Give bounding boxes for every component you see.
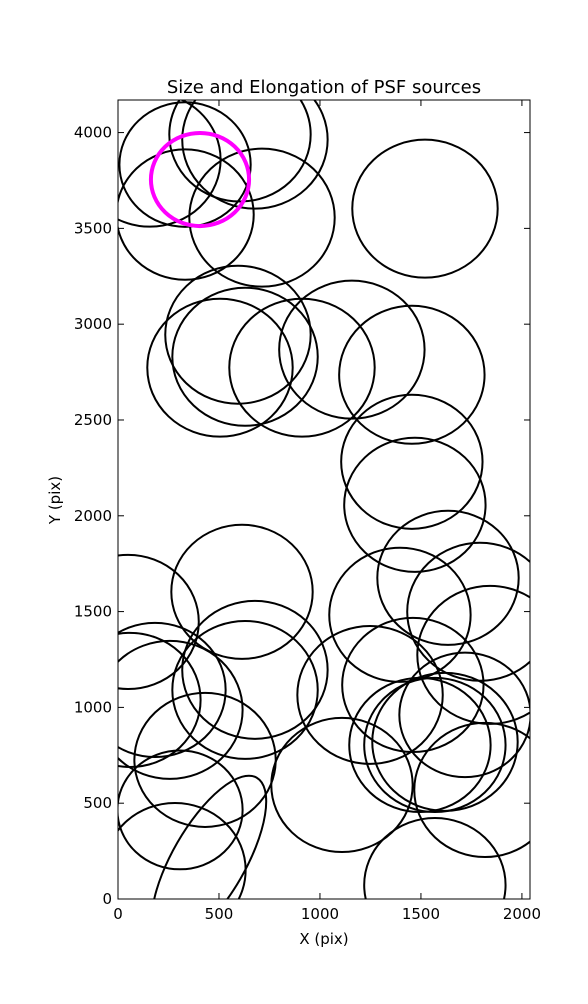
y-tick-label: 2500 (74, 411, 112, 429)
x-axis-label: X (pix) (299, 930, 348, 948)
x-tick-label: 0 (113, 905, 123, 923)
psf-ellipse (363, 676, 507, 814)
x-tick-label: 1000 (301, 905, 339, 923)
psf-ellipse (343, 436, 487, 573)
psf-ellipse (296, 624, 444, 765)
psf-ellipse (181, 599, 329, 740)
psf-ellipse (413, 721, 530, 859)
psf-ellipse (171, 619, 319, 760)
x-tick-label: 1500 (402, 905, 440, 923)
psf-ellipse (181, 100, 329, 210)
psf-ellipse (118, 749, 244, 871)
plot-area (118, 100, 530, 899)
x-tick-label: 500 (205, 905, 234, 923)
psf-ellipse (363, 816, 507, 899)
psf-ellipse (340, 393, 484, 530)
psf-ellipse (164, 264, 312, 405)
y-axis-label: Y (pix) (46, 476, 64, 525)
y-tick-label: 0 (102, 890, 112, 908)
psf-ellipse (188, 147, 336, 288)
chart-title: Size and Elongation of PSF sources (167, 77, 481, 98)
psf-ellipse (146, 297, 294, 438)
psf-ellipse (170, 523, 314, 660)
psf-ellipse (371, 671, 519, 812)
psf-ellipse (338, 304, 486, 445)
highlight-ellipse (148, 130, 252, 229)
y-tick-label: 1500 (74, 603, 112, 621)
psf-ellipse (398, 651, 530, 779)
psf-ellipse (171, 286, 319, 427)
psf-ellipse (118, 639, 244, 780)
psf-ellipse (351, 138, 499, 279)
psf-ellipse (328, 546, 472, 683)
y-tick-label: 3500 (74, 219, 112, 237)
y-tick-label: 3000 (74, 315, 112, 333)
plot-frame (117, 99, 531, 900)
psf-ellipse (168, 100, 312, 203)
psf-ellipse (118, 148, 255, 281)
y-tick-label: 4000 (74, 124, 112, 142)
y-tick-label: 500 (83, 794, 112, 812)
psf-ellipse (278, 279, 426, 420)
psf-ellipse (270, 716, 414, 854)
x-tick-label: 2000 (503, 905, 541, 923)
y-tick-label: 1000 (74, 698, 112, 716)
y-tick-label: 2000 (74, 507, 112, 525)
psf-ellipse (118, 553, 200, 690)
psf-ellipse (376, 509, 520, 646)
psf-ellipse (118, 621, 227, 758)
psf-ellipse (150, 774, 268, 899)
psf-ellipse (348, 676, 492, 814)
